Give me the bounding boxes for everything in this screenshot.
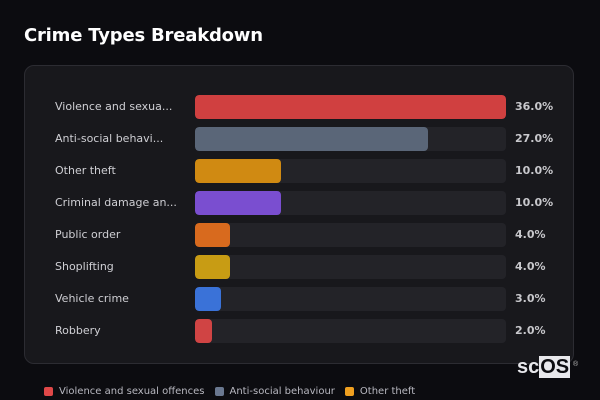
bar-track (195, 319, 506, 343)
bar-value: 27.0% (515, 132, 554, 145)
legend-item[interactable]: Anti-social behaviour (214, 386, 335, 397)
bar-value: 4.0% (515, 228, 546, 241)
bar-label: Shoplifting (55, 260, 114, 273)
bar-row: Violence and sexua... 36.0% (25, 95, 573, 119)
bar-row: Other theft 10.0% (25, 159, 573, 183)
bar-fill[interactable] (195, 223, 230, 247)
bar-row: Robbery 2.0% (25, 319, 573, 343)
bar-track (195, 287, 506, 311)
bar-label: Violence and sexua... (55, 100, 173, 113)
bar-label: Vehicle crime (55, 292, 129, 305)
logo-prefix: sc (517, 356, 540, 378)
bar-label: Robbery (55, 324, 101, 337)
bar-label: Other theft (55, 164, 116, 177)
bar-row: Anti-social behavi... 27.0% (25, 127, 573, 151)
bar-track (195, 95, 506, 119)
page-title: Crime Types Breakdown (24, 25, 263, 46)
legend-label: Other theft (359, 386, 416, 397)
bar-fill[interactable] (195, 255, 230, 279)
bar-track (195, 127, 506, 151)
scos-logo: scOS ® (517, 356, 578, 378)
bar-value: 4.0% (515, 260, 546, 273)
legend-swatch-icon (344, 387, 354, 396)
bar-row: Public order 4.0% (25, 223, 573, 247)
chart-card: Violence and sexua... 36.0% Anti-social be… (24, 65, 574, 364)
bar-value: 36.0% (515, 100, 554, 113)
bar-label: Criminal damage an... (55, 196, 177, 209)
legend-label: Violence and sexual offences (59, 386, 205, 397)
logo-highlight: OS (539, 356, 571, 378)
bar-track (195, 255, 506, 279)
bar-label: Anti-social behavi... (55, 132, 164, 145)
legend-item[interactable]: Other theft (344, 386, 416, 397)
bar-fill[interactable] (195, 319, 213, 343)
bar-row: Shoplifting 4.0% (25, 255, 573, 279)
bar-fill[interactable] (195, 127, 429, 151)
chart-legend: Violence and sexual offences Anti-social … (44, 386, 415, 397)
bar-fill[interactable] (195, 287, 221, 311)
bar-value: 3.0% (515, 292, 546, 305)
legend-swatch-icon (44, 387, 53, 396)
legend-swatch-icon (214, 387, 224, 396)
bar-value: 2.0% (515, 324, 546, 337)
bar-track (195, 191, 506, 215)
bar-label: Public order (55, 228, 121, 241)
registered-mark-icon: ® (572, 361, 579, 368)
bar-fill[interactable] (195, 159, 282, 183)
bar-value: 10.0% (515, 196, 554, 209)
bar-fill[interactable] (195, 191, 282, 215)
bar-value: 10.0% (515, 164, 554, 177)
legend-label: Anti-social behaviour (229, 386, 335, 397)
bar-fill[interactable] (195, 95, 506, 119)
bar-track (195, 223, 506, 247)
bar-track (195, 159, 506, 183)
bar-row: Criminal damage an... 10.0% (25, 191, 573, 215)
bar-row: Vehicle crime 3.0% (25, 287, 573, 311)
legend-item[interactable]: Violence and sexual offences (44, 386, 205, 397)
